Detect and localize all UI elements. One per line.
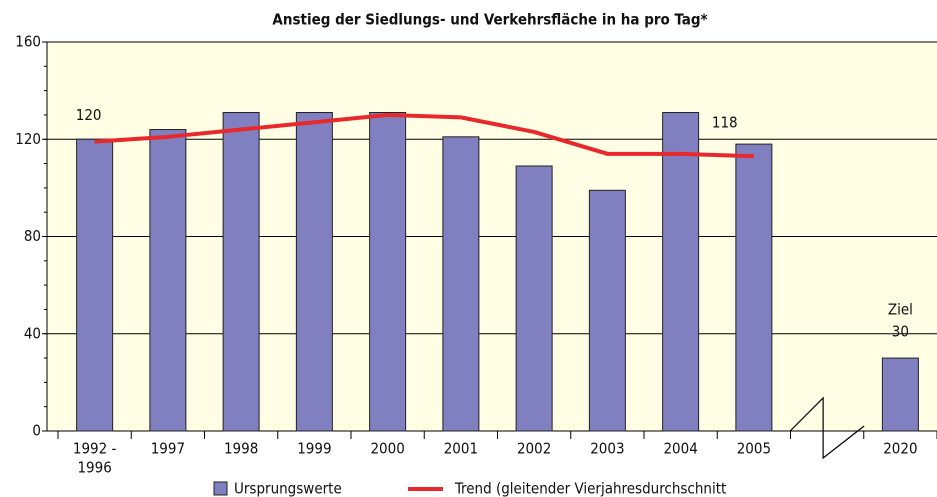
data-label: 118 <box>712 114 738 132</box>
x-tick-label: 2003 <box>590 440 624 458</box>
x-tick-label: 2000 <box>370 440 404 458</box>
bar <box>662 112 700 432</box>
bar <box>369 112 407 432</box>
bar <box>76 138 114 432</box>
y-tick-label: 160 <box>15 33 41 51</box>
annotation: Ziel <box>888 301 913 319</box>
x-tick-label: 2020 <box>883 440 917 458</box>
bar <box>881 357 919 432</box>
bar <box>149 129 187 432</box>
x-tick-label: 2002 <box>517 440 551 458</box>
bar <box>295 112 333 432</box>
x-tick-label: 2004 <box>663 440 697 458</box>
y-tick-label: 80 <box>24 227 41 245</box>
x-tick-label: 2005 <box>737 440 771 458</box>
x-tick-label: 2001 <box>444 440 478 458</box>
data-label: 30 <box>892 323 909 341</box>
x-tick-label: 1992 - <box>73 440 117 458</box>
x-tick-label: 1998 <box>224 440 258 458</box>
y-tick-label: 40 <box>24 324 41 342</box>
x-tick-label: 1996 <box>77 459 111 477</box>
bar <box>515 165 553 432</box>
legend-label: Ursprungswerte <box>234 480 342 497</box>
bar <box>735 143 773 432</box>
legend-swatch <box>213 481 228 496</box>
y-tick-label: 0 <box>32 422 41 440</box>
data-label: 120 <box>76 106 102 124</box>
bar <box>442 136 480 432</box>
x-tick-label: 1999 <box>297 440 331 458</box>
bar <box>588 189 626 432</box>
chart-title: Anstieg der Siedlungs- und Verkehrsfläch… <box>272 11 707 29</box>
axis-break <box>789 396 865 460</box>
bar <box>222 112 260 432</box>
legend-label: Trend (gleitender Vierjahresdurchschnitt <box>454 480 726 497</box>
trend-line <box>94 112 754 159</box>
x-tick-label: 1997 <box>151 440 185 458</box>
y-tick-label: 120 <box>15 130 41 148</box>
